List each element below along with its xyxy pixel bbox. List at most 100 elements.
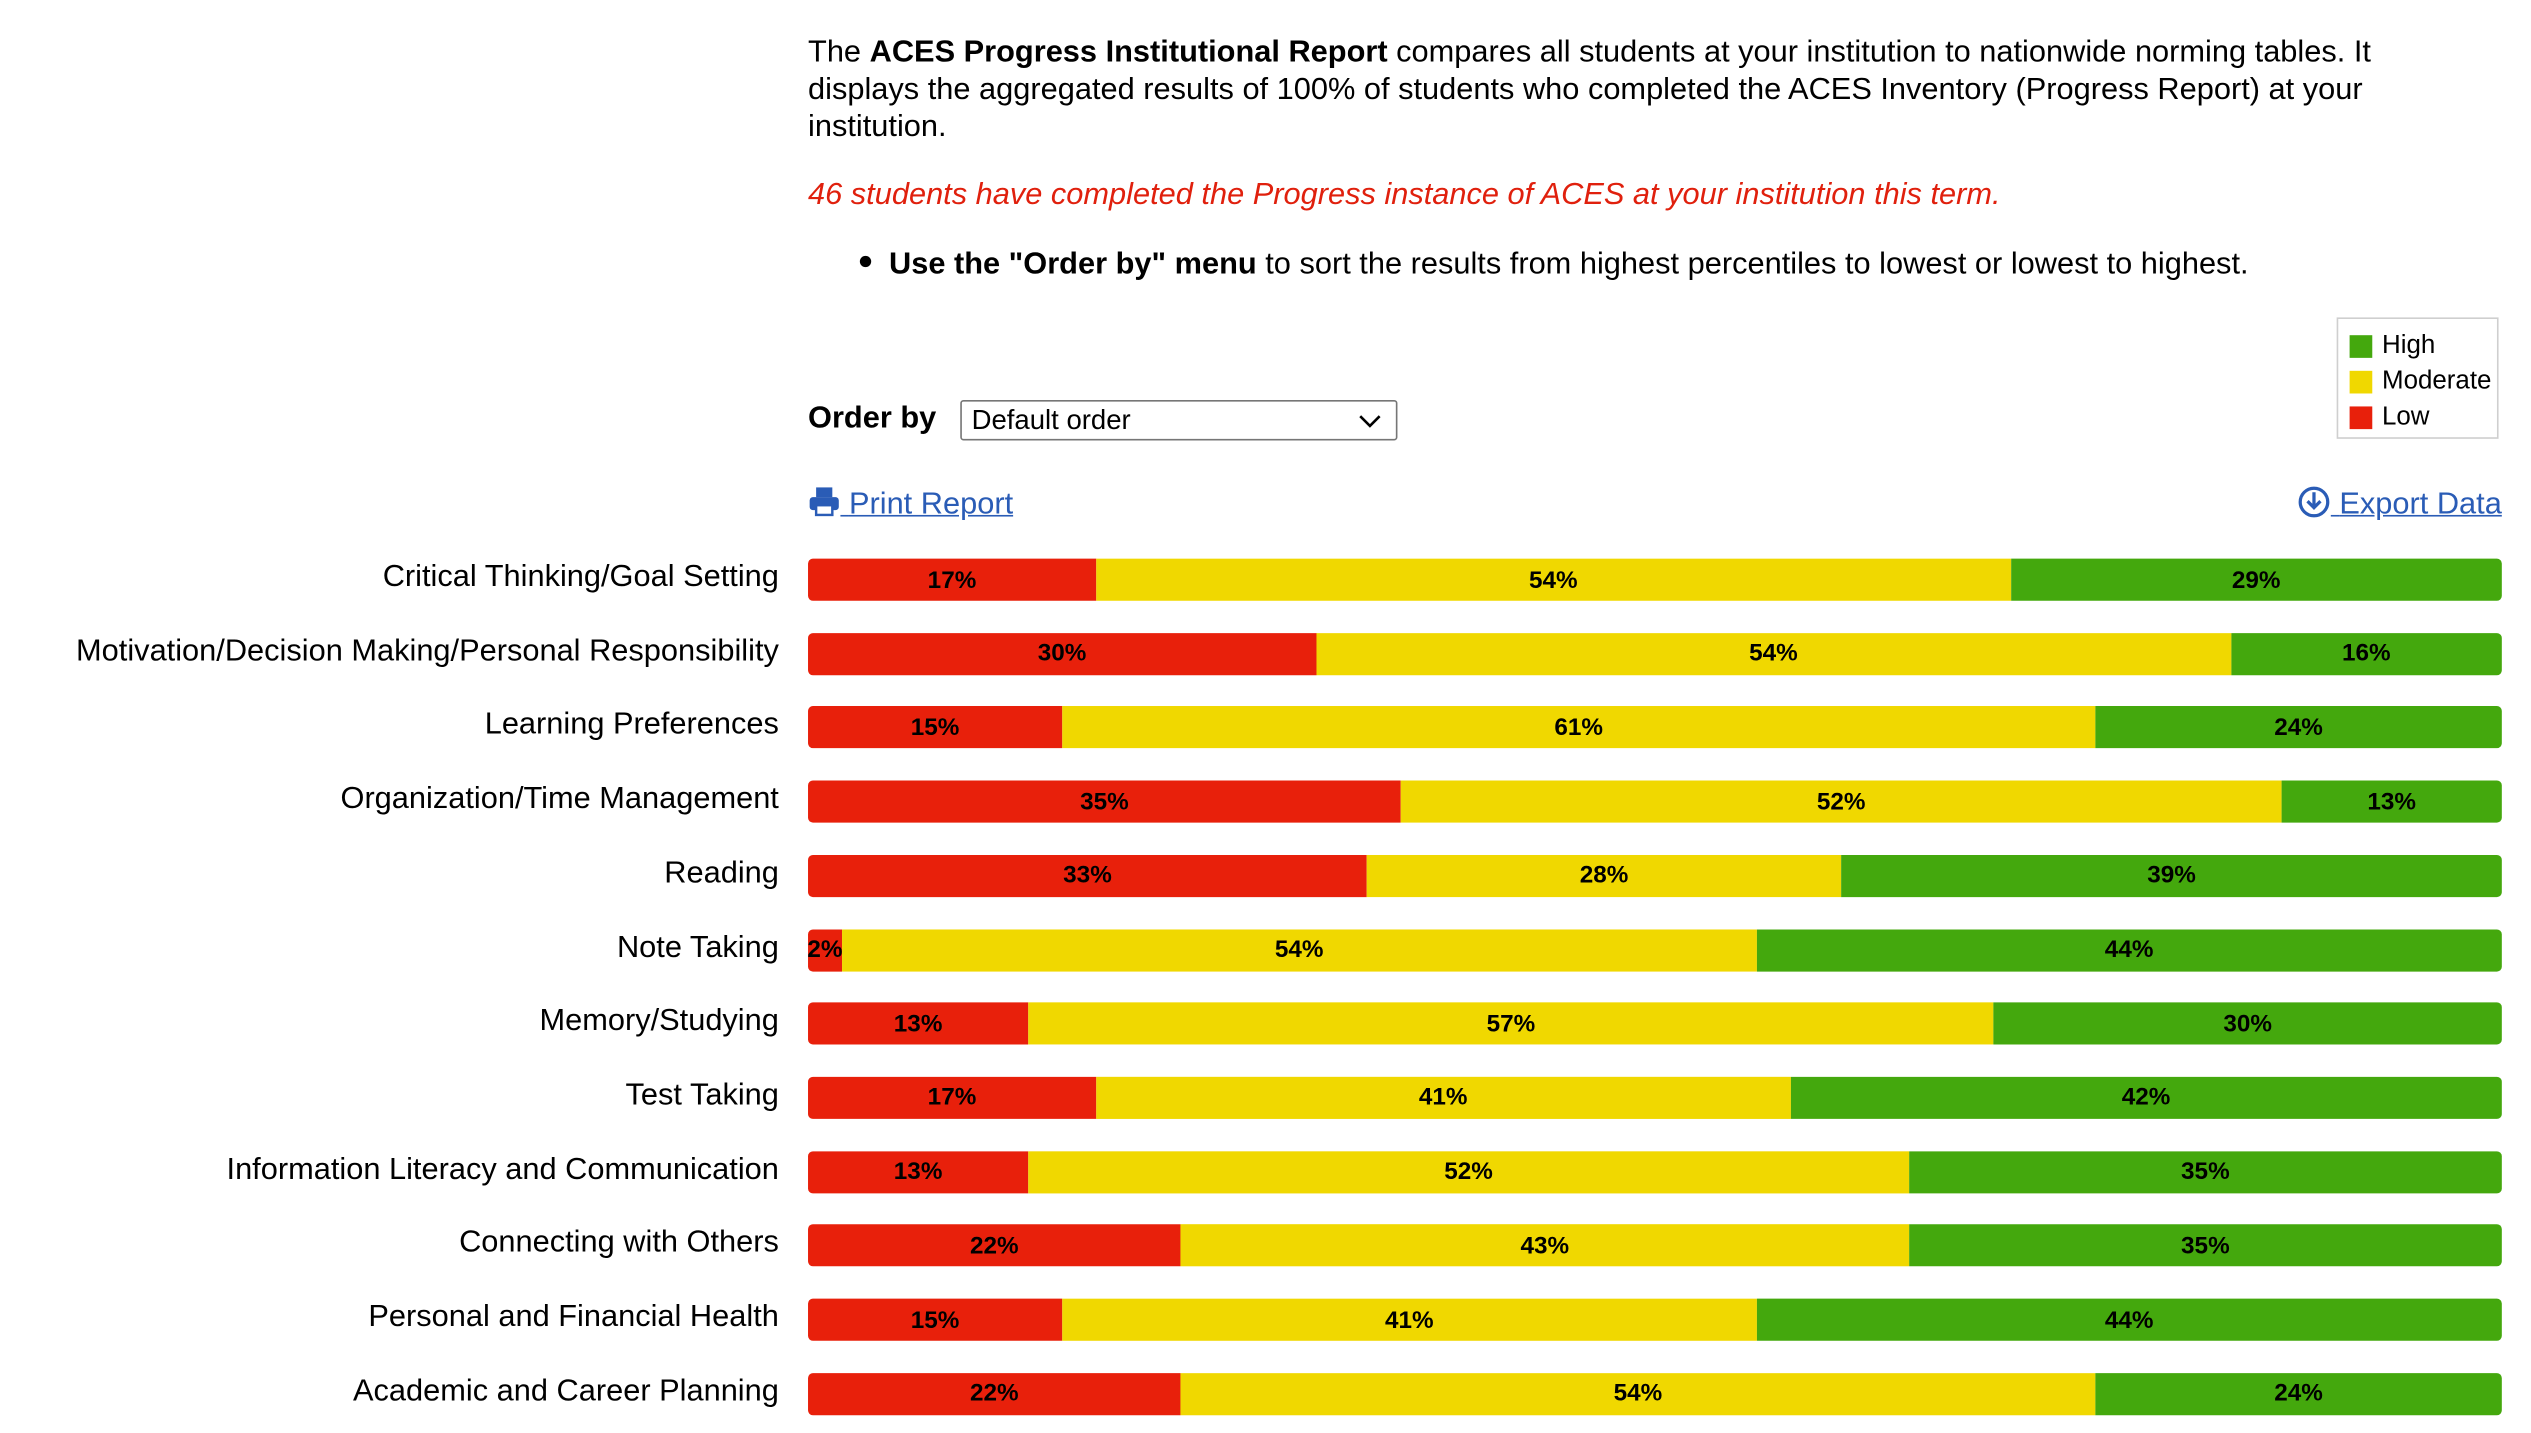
legend-item-high: High (2349, 329, 2497, 365)
bar-segment-low: 22% (808, 1224, 1181, 1267)
export-data-label: Export Data (2339, 487, 2502, 522)
bar-category-label: Critical Thinking/Goal Setting (382, 560, 779, 595)
bar-data-label: 41% (1384, 1305, 1434, 1334)
bar-category-label: Information Literacy and Communication (226, 1152, 779, 1187)
stacked-bar: 35% 52% 13% (808, 780, 2502, 823)
bar-segment-high: 13% (2281, 780, 2502, 823)
stacked-bar: 13% 52% 35% (808, 1150, 2502, 1193)
legend-swatch-moderate (2349, 370, 2373, 394)
bar-data-label: 54% (1274, 935, 1324, 964)
bar-category-label: Note Taking (616, 930, 779, 965)
bar-data-label: 44% (2104, 1305, 2154, 1334)
export-data-link[interactable]: Export Data (2298, 486, 2502, 523)
bar-segment-low: 13% (808, 1150, 1029, 1193)
bar-segment-high: 39% (1841, 854, 2502, 897)
bar-row: Learning Preferences 15% 61% 24% (0, 706, 2531, 749)
legend: High Moderate Low (2336, 317, 2499, 439)
bar-category-label: Academic and Career Planning (353, 1374, 779, 1409)
bar-segment-moderate: 54% (1180, 1372, 2096, 1415)
bar-segment-low: 35% (808, 780, 1401, 823)
bar-segment-moderate: 57% (1028, 1002, 1994, 1045)
bar-data-label: 42% (2121, 1083, 2171, 1112)
print-report-link[interactable]: Print Report (808, 487, 1013, 523)
bar-data-label: 35% (2181, 1231, 2230, 1260)
bar-data-label: 41% (1418, 1083, 1468, 1112)
bar-segment-high: 42% (1790, 1076, 2502, 1119)
bar-segment-low: 15% (808, 706, 1063, 749)
order-by-label: Order by (808, 401, 937, 436)
bar-category-label: Memory/Studying (539, 1004, 779, 1039)
bar-segment-low: 13% (808, 1002, 1029, 1045)
stacked-bar: 17% 54% 29% (808, 558, 2502, 601)
chevron-down-icon (1359, 415, 1381, 428)
tip-text: to sort the results from highest percent… (1256, 247, 2249, 282)
bar-segment-moderate: 61% (1062, 706, 2096, 749)
bar-category-label: Personal and Financial Health (368, 1300, 779, 1335)
stacked-bar: 30% 54% 16% (808, 632, 2502, 675)
bar-segment-moderate: 41% (1062, 1298, 1757, 1341)
bar-data-label: 54% (1749, 639, 1798, 668)
bar-row: Information Literacy and Communication 13… (0, 1150, 2531, 1193)
stacked-bar: 2% 54% 44% (808, 928, 2502, 971)
bar-segment-low: 30% (808, 632, 1317, 675)
intro-description: compares all students at your institutio… (808, 35, 2371, 145)
legend-label-high: High (2381, 331, 2436, 360)
stacked-bar: 22% 54% 24% (808, 1372, 2502, 1415)
bar-data-label: 13% (893, 1009, 943, 1038)
bar-data-label: 22% (970, 1231, 1019, 1260)
bar-data-label: 30% (1037, 639, 1087, 668)
bar-data-label: 35% (2181, 1157, 2230, 1186)
bar-data-label: 52% (1444, 1157, 1493, 1186)
bar-data-label: 2% (808, 935, 842, 964)
bar-data-label: 15% (910, 713, 960, 742)
bar-row: Organization/Time Management 35% 52% 13% (0, 780, 2531, 823)
bar-data-label: 17% (927, 565, 977, 594)
order-by-selected-value: Default order (971, 404, 1131, 436)
bar-segment-high: 24% (2095, 1372, 2502, 1415)
bar-segment-low: 17% (808, 558, 1096, 601)
print-report-label: Print Report (848, 487, 1014, 522)
bar-segment-high: 44% (1756, 928, 2502, 971)
bar-data-label: 61% (1554, 713, 1603, 742)
bar-row: Personal and Financial Health 15% 41% 44% (0, 1298, 2531, 1341)
tip-bold: Use the "Order by" menu (888, 247, 1257, 282)
bar-row: Motivation/Decision Making/Personal Resp… (0, 632, 2531, 675)
report-name: ACES Progress Institutional Report (869, 35, 1388, 70)
bar-category-label: Learning Preferences (484, 708, 779, 743)
bar-row: Reading 33% 28% 39% (0, 854, 2531, 897)
bar-segment-moderate: 54% (1095, 558, 2011, 601)
bar-category-label: Reading (664, 856, 779, 891)
stacked-bar: 22% 43% 35% (808, 1224, 2502, 1267)
bar-data-label: 52% (1816, 787, 1866, 816)
bar-data-label: 33% (1063, 861, 1112, 890)
bar-data-label: 24% (2274, 1379, 2323, 1408)
bar-segment-moderate: 43% (1180, 1224, 1909, 1267)
bar-row: Critical Thinking/Goal Setting 17% 54% 29% (0, 558, 2531, 601)
bar-segment-moderate: 54% (1316, 632, 2231, 675)
completion-notice: 46 students have completed the Progress … (808, 178, 2001, 213)
bar-segment-high: 29% (2010, 558, 2502, 601)
order-by-select[interactable]: Default order (960, 399, 1398, 441)
bar-data-label: 13% (2367, 787, 2416, 816)
bar-data-label: 24% (2274, 713, 2323, 742)
legend-item-moderate: Moderate (2349, 364, 2497, 400)
bar-category-label: Connecting with Others (459, 1226, 779, 1261)
intro-text: The ACES Progress Institutional Report c… (808, 34, 2476, 146)
bar-segment-low: 15% (808, 1298, 1063, 1341)
bar-data-label: 57% (1486, 1009, 1536, 1038)
bar-data-label: 35% (1080, 787, 1129, 816)
bar-data-label: 43% (1520, 1231, 1570, 1260)
bar-row: Connecting with Others 22% 43% 35% (0, 1224, 2531, 1267)
bar-segment-low: 2% (808, 928, 842, 971)
bar-segment-high: 24% (2095, 706, 2502, 749)
legend-label-moderate: Moderate (2381, 367, 2492, 396)
bar-row: Test Taking 17% 41% 42% (0, 1076, 2531, 1119)
stacked-bar: 17% 41% 42% (808, 1076, 2502, 1119)
bullet-icon (859, 256, 872, 268)
printer-icon (809, 488, 839, 517)
bar-segment-high: 44% (1756, 1298, 2502, 1341)
stacked-bar: 33% 28% 39% (808, 854, 2502, 897)
bar-row: Note Taking 2% 54% 44% (0, 928, 2531, 971)
bar-segment-high: 35% (1908, 1150, 2502, 1193)
bar-row: Academic and Career Planning 22% 54% 24% (0, 1372, 2531, 1415)
